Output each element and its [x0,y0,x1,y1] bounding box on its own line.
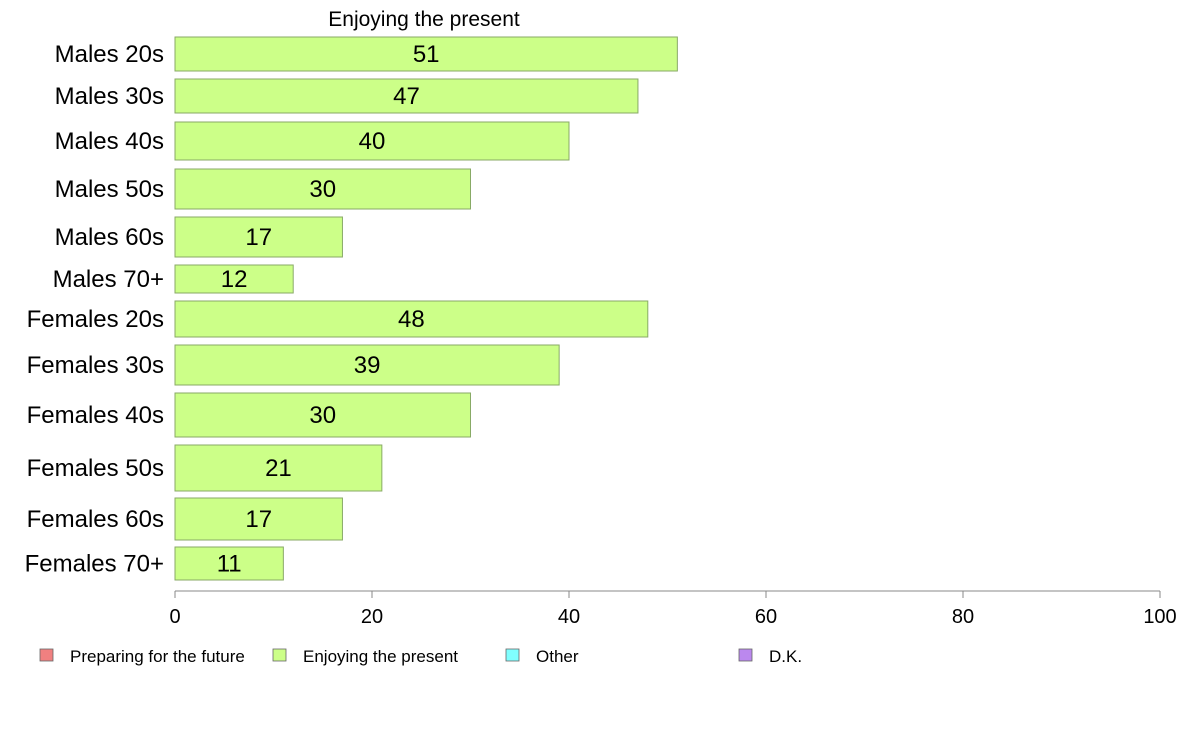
x-tick-label: 20 [361,606,383,628]
bar-value-label: 11 [217,551,242,578]
category-label: Females 60s [27,506,164,533]
bar [174,216,343,258]
bar [174,300,649,338]
category-label: Males 50s [55,176,164,203]
x-tick-label: 40 [558,606,580,628]
bar [174,392,471,438]
x-axis: 0 20 40 60 80 100 [169,590,1177,628]
legend: Preparing for the future Enjoying the pre… [39,647,802,666]
bar-value-label: 17 [245,224,272,251]
bar [174,444,383,492]
bars-layer: 51 Males 20s 47 Males 30s 40 Males 40s 30 Males… [25,36,678,581]
x-tick-label: 60 [755,606,777,628]
bar-value-label: 47 [393,83,420,110]
x-tick-label: 80 [952,606,974,628]
bar-value-label: 51 [413,41,440,68]
bar [174,497,343,541]
legend-label: Preparing for the future [70,647,245,666]
bar [174,344,560,386]
bar-value-label: 17 [245,506,272,533]
bar-value-label: 39 [354,352,381,379]
legend-swatch [39,648,54,662]
bar-value-label: 30 [309,176,336,203]
category-label: Males 60s [55,224,164,251]
bar [174,36,678,72]
category-label: Males 30s [55,83,164,110]
bar-value-label: 12 [221,266,248,293]
category-label: Females 70+ [25,551,164,578]
category-label: Females 40s [27,402,164,429]
legend-label: Enjoying the present [303,647,458,666]
bar [174,168,471,210]
legend-label: Other [536,647,579,666]
legend-label: D.K. [769,647,802,666]
category-label: Females 50s [27,455,164,482]
bar [174,78,639,114]
x-tick-label: 0 [169,606,180,628]
legend-swatch [738,648,753,662]
bar [174,121,570,161]
bar [174,264,294,294]
x-tick-label: 100 [1143,606,1176,628]
chart-title: Enjoying the present [328,8,520,31]
legend-swatch [505,648,520,662]
bar-value-label: 40 [359,128,386,155]
category-label: Males 20s [55,41,164,68]
category-label: Females 30s [27,352,164,379]
bar-value-label: 30 [309,402,336,429]
legend-swatch [272,648,287,662]
bar [174,546,284,581]
bar-value-label: 48 [398,306,425,333]
category-label: Males 40s [55,128,164,155]
category-label: Females 20s [27,306,164,333]
bar-value-label: 21 [265,455,292,482]
category-label: Males 70+ [53,266,164,293]
